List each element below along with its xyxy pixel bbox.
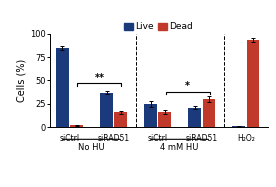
Text: siRAD51: siRAD51 (97, 134, 130, 143)
Bar (100, 93, 113, 127)
Y-axis label: Cells (%): Cells (%) (17, 59, 27, 102)
Bar (189, 108, 201, 127)
Bar (56, 48, 69, 127)
Text: No HU: No HU (78, 143, 105, 152)
Bar (144, 104, 157, 127)
Bar (246, 40, 259, 127)
Text: siRAD51: siRAD51 (185, 134, 218, 143)
Bar (158, 112, 171, 127)
Text: siCtrl: siCtrl (148, 134, 168, 143)
Text: 4 mM HU: 4 mM HU (160, 143, 199, 152)
Text: *: * (185, 81, 190, 91)
Text: **: ** (94, 73, 104, 83)
Bar (203, 99, 215, 127)
Legend: Live, Dead: Live, Dead (124, 21, 194, 32)
Bar (70, 125, 83, 127)
Text: H₂O₂: H₂O₂ (237, 134, 255, 143)
Bar (232, 126, 245, 127)
Text: siCtrl: siCtrl (59, 134, 79, 143)
Bar (115, 112, 127, 127)
